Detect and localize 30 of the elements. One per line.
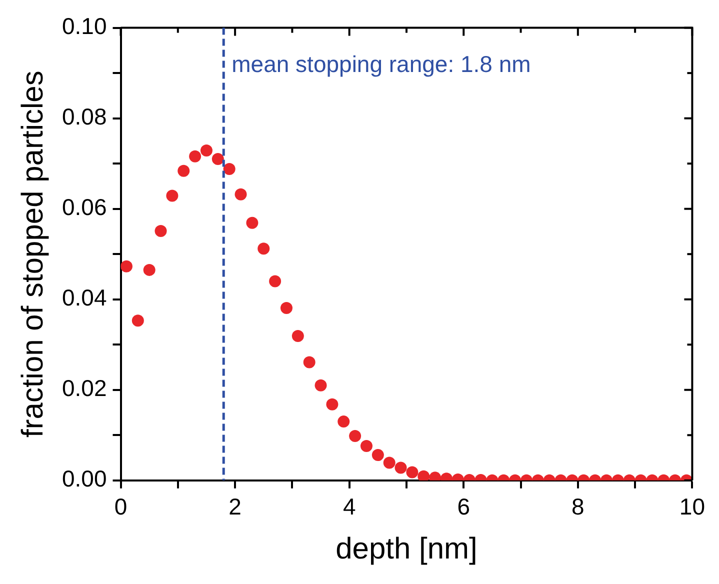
y-tick-label: 0.00 (62, 466, 107, 492)
point (120, 260, 132, 272)
ref-line-label: mean stopping range: 1.8 nm (232, 51, 531, 78)
y-tick-label: 0.02 (62, 375, 107, 402)
x-axis-title: depth [nm] (336, 532, 478, 566)
point (280, 302, 292, 314)
point (143, 264, 156, 276)
y-axis-title: fraction of stopped particles (16, 70, 50, 438)
point (246, 216, 258, 229)
point (223, 163, 236, 176)
point (189, 150, 202, 162)
point (166, 190, 178, 202)
point (154, 225, 167, 238)
point (212, 153, 224, 166)
x-tick-label: 10 (679, 494, 706, 520)
point (178, 164, 190, 177)
point (132, 314, 144, 327)
x-tick-label: 2 (228, 494, 242, 520)
x-tick-label: 0 (114, 494, 128, 520)
point (200, 144, 212, 156)
y-tick-label: 0.08 (62, 104, 107, 130)
y-tick-label: 0.04 (62, 284, 107, 311)
x-tick-label: 4 (342, 494, 356, 520)
y-tick-label: 0.10 (62, 13, 107, 40)
x-tick-label: 8 (572, 494, 584, 520)
point (269, 275, 282, 288)
point (258, 242, 270, 255)
point (234, 188, 247, 200)
x-tick-label: 6 (457, 494, 470, 520)
y-tick-label: 0.06 (62, 194, 107, 220)
